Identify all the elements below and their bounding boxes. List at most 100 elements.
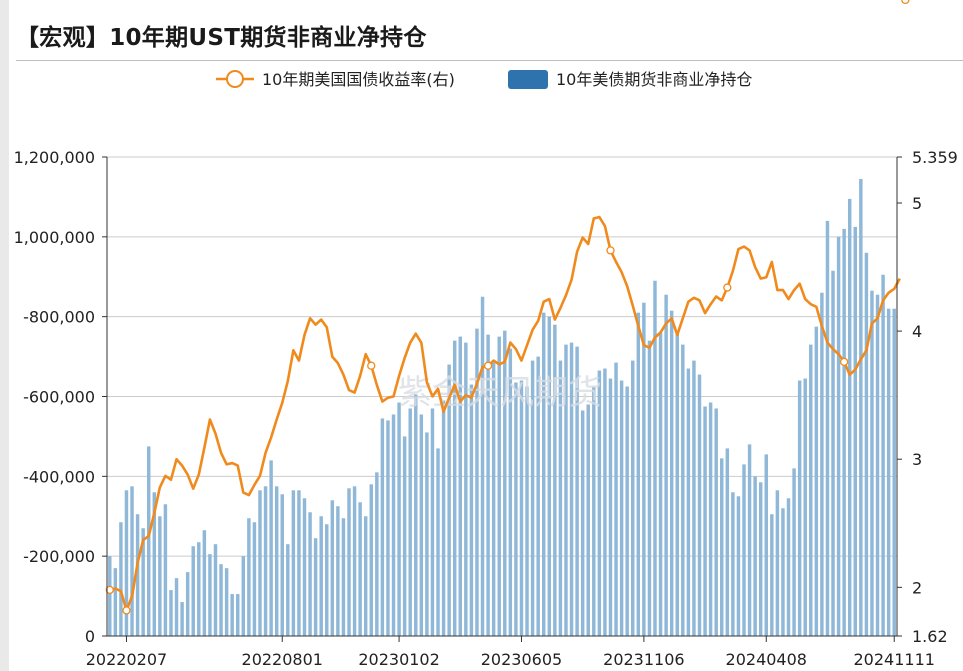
line-marker bbox=[901, 0, 910, 5]
bar bbox=[669, 310, 674, 636]
bar bbox=[786, 498, 791, 636]
yield-line bbox=[109, 215, 901, 612]
bar bbox=[297, 490, 301, 636]
bar bbox=[280, 494, 284, 636]
bar bbox=[864, 252, 869, 637]
left-axis-tick-label: -800,000 bbox=[23, 308, 95, 327]
bar bbox=[842, 228, 846, 636]
bar bbox=[575, 346, 579, 636]
bar bbox=[397, 402, 401, 636]
bar bbox=[814, 326, 819, 636]
bar bbox=[703, 406, 707, 636]
bar bbox=[825, 220, 830, 636]
bar bbox=[758, 482, 763, 636]
bar bbox=[291, 490, 296, 636]
left-axis-tick-label: 1,000,000 bbox=[14, 228, 95, 247]
bar bbox=[185, 572, 190, 636]
legend-item-position[interactable]: 10年美债期货非商业净持仓 bbox=[508, 70, 752, 89]
bar bbox=[230, 594, 234, 636]
bar bbox=[363, 516, 368, 636]
bar bbox=[775, 490, 780, 636]
bar bbox=[169, 590, 173, 636]
bar bbox=[274, 486, 279, 636]
bar bbox=[258, 490, 262, 636]
bar bbox=[720, 458, 724, 636]
bar bbox=[375, 472, 379, 636]
bar bbox=[542, 312, 546, 636]
line-marker bbox=[839, 357, 849, 366]
bar bbox=[464, 342, 468, 636]
bar bbox=[441, 400, 446, 636]
legend-item-yield[interactable]: 10年期美国国债收益率(右) bbox=[216, 70, 455, 89]
bar bbox=[336, 506, 340, 636]
bar bbox=[197, 542, 201, 636]
bar bbox=[286, 544, 290, 636]
line-marker bbox=[483, 361, 493, 370]
bar bbox=[447, 364, 451, 636]
bar bbox=[480, 296, 485, 636]
bar bbox=[547, 316, 552, 636]
x-axis-tick-label: 20220801 bbox=[242, 650, 323, 669]
bar bbox=[241, 556, 246, 636]
bar bbox=[302, 498, 307, 636]
bar bbox=[380, 418, 385, 636]
bar bbox=[564, 344, 568, 636]
bar bbox=[202, 530, 207, 636]
bar bbox=[536, 356, 540, 636]
bar bbox=[425, 432, 429, 636]
bar bbox=[436, 448, 440, 636]
right-axis-tick-label: 1.62 bbox=[912, 627, 948, 646]
bar bbox=[525, 386, 529, 636]
right-axis-tick-label: 5 bbox=[912, 194, 922, 213]
bar bbox=[603, 368, 607, 636]
line-marker bbox=[122, 606, 131, 615]
x-axis-tick-label: 20230102 bbox=[358, 650, 439, 669]
bar bbox=[892, 308, 896, 636]
bar bbox=[369, 484, 373, 636]
right-axis-tick-label: 5.359 bbox=[912, 148, 958, 167]
bar bbox=[469, 384, 474, 636]
bar bbox=[675, 332, 679, 636]
left-axis-tick-label: -600,000 bbox=[23, 388, 95, 407]
bar bbox=[319, 516, 323, 636]
bar bbox=[508, 348, 513, 636]
bar bbox=[252, 522, 257, 636]
bar bbox=[519, 380, 524, 636]
bar bbox=[430, 408, 435, 636]
bar bbox=[497, 336, 501, 636]
bar bbox=[859, 178, 863, 636]
bar bbox=[458, 336, 462, 636]
bar bbox=[742, 464, 746, 636]
bar bbox=[747, 444, 752, 636]
x-axis-tick-label: 20230605 bbox=[481, 650, 562, 669]
bar bbox=[530, 360, 535, 636]
bar bbox=[586, 404, 590, 636]
bar bbox=[325, 524, 329, 636]
bar bbox=[358, 502, 362, 636]
bar bbox=[191, 546, 195, 636]
bar bbox=[124, 490, 129, 636]
bar bbox=[313, 538, 318, 636]
bar bbox=[163, 504, 168, 636]
bar bbox=[108, 556, 112, 636]
bar bbox=[764, 454, 768, 636]
bar bbox=[386, 420, 390, 636]
bar bbox=[753, 476, 757, 636]
x-axis-tick-label: 20231106 bbox=[603, 650, 684, 669]
bar bbox=[224, 568, 229, 636]
bar bbox=[135, 514, 140, 636]
bar bbox=[658, 332, 663, 636]
bar bbox=[119, 522, 123, 636]
bar bbox=[642, 302, 646, 636]
left-axis-tick-label: 1,200,000 bbox=[14, 148, 95, 167]
bar bbox=[631, 360, 635, 636]
bar bbox=[725, 448, 730, 636]
bar bbox=[569, 342, 574, 636]
line-marker bbox=[606, 246, 615, 255]
left-axis-tick-label: -200,000 bbox=[23, 547, 95, 566]
bar bbox=[147, 446, 151, 636]
bar bbox=[514, 382, 518, 636]
bar bbox=[219, 564, 223, 636]
bar bbox=[341, 518, 346, 636]
